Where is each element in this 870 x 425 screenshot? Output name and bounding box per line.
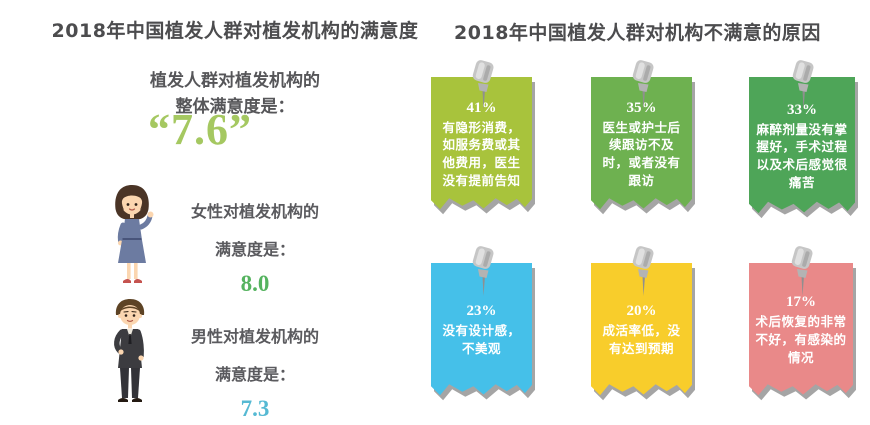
- overall-score-value: “7.6”: [148, 105, 252, 154]
- card-note: [749, 77, 855, 214]
- reason-percent: 23%: [466, 303, 497, 320]
- card-note: [431, 77, 532, 210]
- card-note: [591, 263, 692, 396]
- female-label-line1: 女性对植发机构的: [190, 202, 319, 221]
- reason-card: 23% 没有设计感，不美观: [431, 246, 535, 401]
- pushpin-icon: [792, 60, 814, 110]
- reason-card: 35% 医生或护士后续跟访不及时，或者没有跟访: [591, 60, 695, 215]
- overall-satisfaction-label-line2: 整体满意度是：: [175, 97, 295, 118]
- reason-percent: 41%: [466, 99, 497, 116]
- pushpin-icon: [791, 246, 813, 296]
- female-figure: [105, 183, 160, 287]
- reason-percent: 17%: [786, 294, 816, 311]
- reason-card: 17% 术后恢复的非常不好，有感染的情况: [749, 246, 856, 401]
- female-score-value: 8.0: [240, 271, 270, 296]
- reason-text: 麻醉剂量没有掌握好，手术过程以及术后感觉很痛苦: [756, 121, 848, 190]
- reason-text: 有隐形消费，如服务费或其他费用，医生没有提前告知: [442, 119, 521, 188]
- pushpin-icon: [632, 246, 653, 296]
- reason-text: 医生或护士后续跟访不及时，或者没有跟访: [602, 119, 681, 188]
- right-panel-title: 2018年中国植发人群对机构不满意的原因: [454, 22, 821, 44]
- card-content: 35% 医生或护士后续跟访不及时，或者没有跟访: [591, 77, 692, 214]
- reason-percent: 35%: [626, 99, 657, 116]
- reason-text: 没有设计感，不美观: [442, 323, 521, 356]
- male-figure: [103, 296, 158, 408]
- reason-card: 33% 麻醉剂量没有掌握好，手术过程以及术后感觉很痛苦: [749, 60, 858, 219]
- overall-satisfaction-label-line1: 植发人群对植发机构的: [150, 71, 320, 91]
- reason-text: 成活率低，没有达到预期: [602, 323, 681, 356]
- reason-percent: 33%: [787, 101, 817, 118]
- reason-text: 术后恢复的非常不好，有感染的情况: [755, 314, 847, 365]
- card-content: 41% 有隐形消费，如服务费或其他费用，医生没有提前告知: [431, 77, 532, 214]
- overall-satisfaction-label: 植发人群对植发机构的 整体满意度是：: [35, 68, 435, 121]
- left-panel-title: 2018年中国植发人群对植发机构的满意度: [51, 20, 419, 42]
- male-label-line1: 男性对植发机构的: [190, 327, 319, 346]
- reason-card: 41% 有隐形消费，如服务费或其他费用，医生没有提前告知: [431, 60, 535, 215]
- male-label-line2: 满意度是：: [214, 365, 295, 384]
- male-figure-icon: [114, 299, 145, 402]
- card-content: 17% 术后恢复的非常不好，有感染的情况: [749, 263, 853, 400]
- female-figure-icon: [115, 185, 154, 283]
- reason-percent: 20%: [626, 303, 657, 320]
- female-label-line2: 满意度是：: [214, 240, 295, 259]
- pushpin-icon: [472, 60, 493, 110]
- card-note: [749, 263, 853, 396]
- male-score-value: 7.3: [240, 396, 270, 421]
- male-satisfaction-block: 男性对植发机构的 满意度是： 7.3: [175, 323, 335, 422]
- card-note: [431, 263, 532, 396]
- card-content: 33% 麻醉剂量没有掌握好，手术过程以及术后感觉很痛苦: [749, 77, 855, 218]
- female-satisfaction-block: 女性对植发机构的 满意度是： 8.0: [175, 198, 335, 297]
- card-content: 20% 成活率低，没有达到预期: [591, 263, 692, 400]
- pushpin-icon: [472, 246, 493, 296]
- pushpin-icon: [632, 60, 653, 110]
- reason-card: 20% 成活率低，没有达到预期: [591, 246, 695, 401]
- card-content: 23% 没有设计感，不美观: [431, 263, 532, 400]
- card-note: [591, 77, 692, 210]
